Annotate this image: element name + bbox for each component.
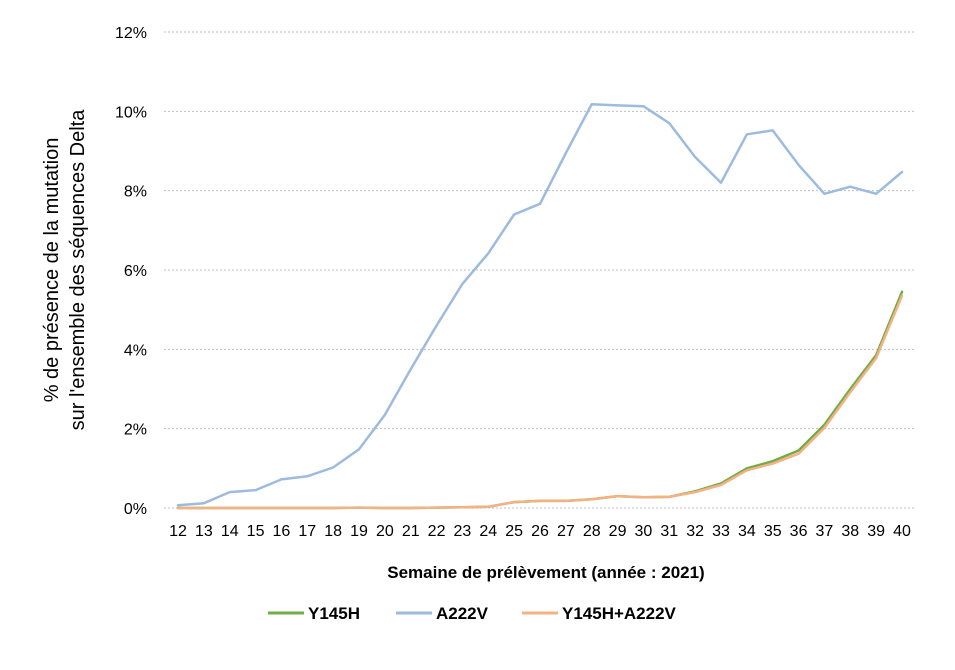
- x-tick-label: 30: [635, 523, 653, 540]
- y-tick-label: 6%: [124, 263, 147, 280]
- x-tick-label: 27: [557, 523, 575, 540]
- x-tick-label: 24: [479, 523, 497, 540]
- x-tick-label: 19: [350, 523, 368, 540]
- series-line-y145h-a222v: [176, 294, 904, 510]
- series-line-y145h: [176, 290, 904, 510]
- x-tick-label: 22: [428, 523, 446, 540]
- x-tick-label: 33: [712, 523, 730, 540]
- x-tick-label: 39: [867, 523, 885, 540]
- x-tick-label: 18: [324, 523, 342, 540]
- y-tick-label: 8%: [124, 184, 147, 201]
- x-tick-label: 14: [221, 523, 239, 540]
- x-tick-label: 21: [402, 523, 420, 540]
- y-axis-ticks: 0% 2% 4% 6% 8% 10% 12%: [115, 25, 147, 518]
- x-tick-label: 34: [738, 523, 756, 540]
- x-tick-label: 25: [505, 523, 523, 540]
- legend-label-y145h-a222v: Y145H+A222V: [562, 604, 677, 623]
- series-line-a222v: [176, 102, 904, 507]
- series-lines: [176, 102, 904, 510]
- x-tick-label: 35: [764, 523, 782, 540]
- x-tick-label: 32: [686, 523, 704, 540]
- y-tick-label: 12%: [115, 25, 147, 42]
- y-tick-label: 4%: [124, 342, 147, 359]
- x-tick-label: 36: [790, 523, 808, 540]
- gridlines: [164, 31, 914, 509]
- y-tick-label: 2%: [124, 422, 147, 439]
- x-tick-label: 20: [376, 523, 394, 540]
- x-tick-label: 26: [531, 523, 549, 540]
- legend-label-y145h: Y145H: [308, 604, 360, 623]
- x-tick-label: 37: [816, 523, 834, 540]
- x-tick-label: 40: [893, 523, 911, 540]
- x-tick-label: 31: [660, 523, 678, 540]
- x-tick-label: 23: [454, 523, 472, 540]
- x-axis-ticks: 12 13 14 15 16 17 18 19 20 21 22 23 24 25 26 27 28 29 30 31…: [169, 523, 911, 540]
- x-axis-label: Semaine de prélèvement (année : 2021): [387, 563, 704, 582]
- y-axis-label-line2: sur l'ensemble des séquences Delta: [67, 109, 89, 431]
- x-tick-label: 15: [247, 523, 265, 540]
- y-tick-label: 10%: [115, 104, 147, 121]
- x-tick-label: 17: [298, 523, 316, 540]
- x-tick-label: 38: [841, 523, 859, 540]
- x-tick-label: 13: [195, 523, 213, 540]
- x-tick-label: 29: [609, 523, 627, 540]
- y-tick-label: 0%: [124, 501, 147, 518]
- y-axis-label-line1: % de présence de la mutation: [41, 138, 63, 403]
- x-tick-label: 28: [583, 523, 601, 540]
- legend: Y145H A222V Y145H+A222V: [268, 604, 677, 623]
- x-tick-label: 16: [273, 523, 291, 540]
- legend-label-a222v: A222V: [436, 604, 489, 623]
- x-tick-label: 12: [169, 523, 187, 540]
